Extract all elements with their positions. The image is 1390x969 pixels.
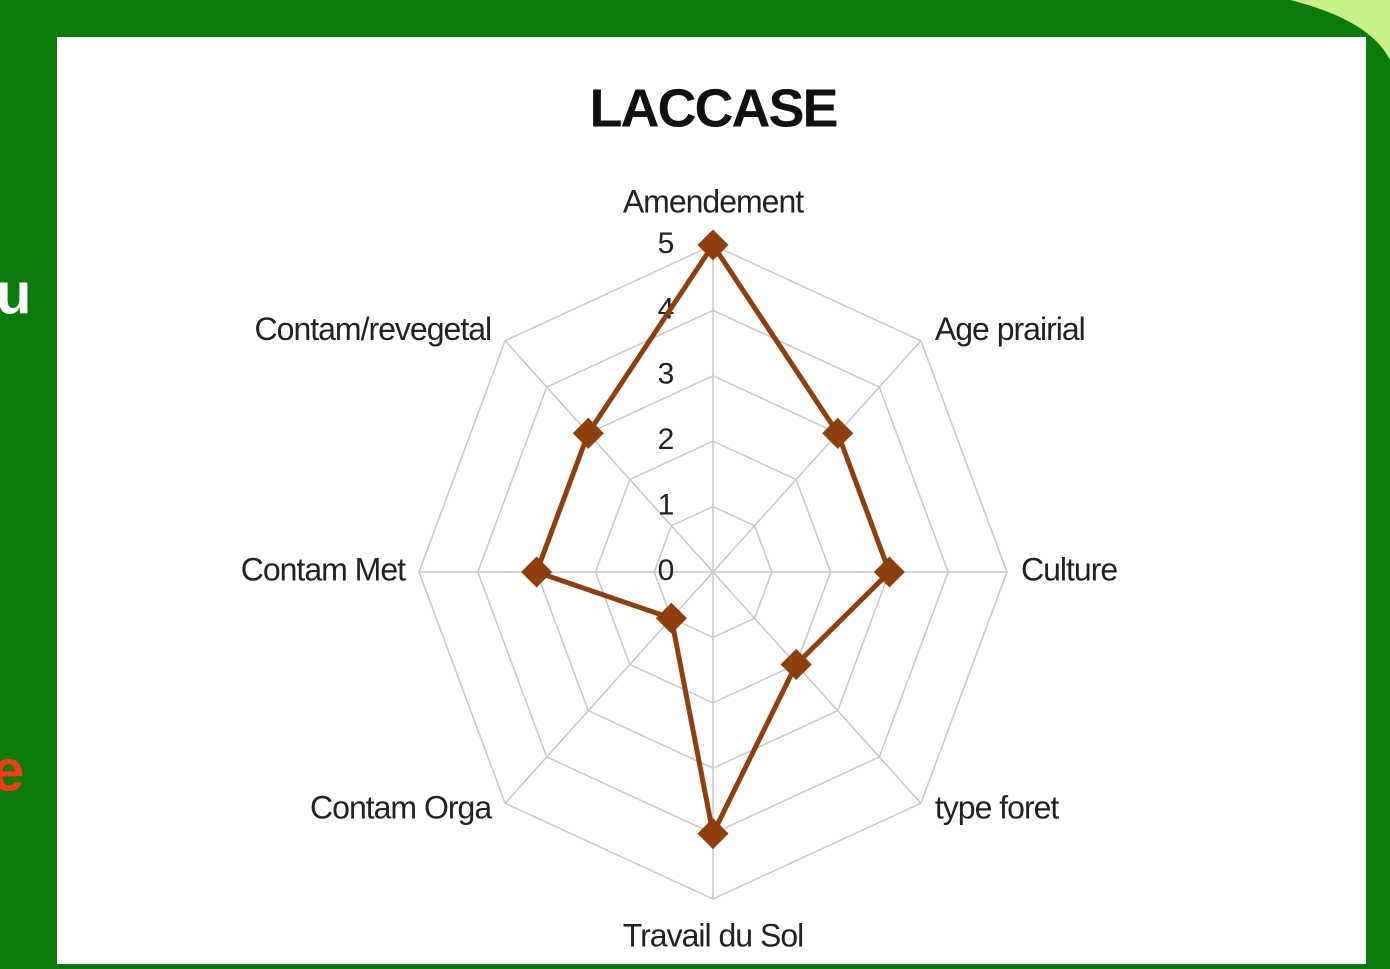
category-label: Amendement	[623, 183, 804, 219]
r-tick-label: 0	[658, 554, 675, 587]
category-label: Contam Met	[241, 551, 406, 587]
category-label: type foret	[935, 790, 1060, 826]
r-tick-label: 2	[658, 423, 675, 456]
spoke	[712, 340, 922, 573]
spoke	[504, 340, 714, 573]
category-label: Contam Orga	[310, 790, 492, 826]
side-fragment: u	[0, 261, 31, 326]
corner-curl	[1290, 0, 1390, 60]
category-label: Contam/revegetal	[255, 311, 492, 347]
category-label: Age prairial	[935, 311, 1085, 347]
r-tick-label: 4	[658, 292, 675, 325]
radar-marker	[822, 417, 854, 449]
r-tick-label: 5	[658, 227, 675, 260]
spoke	[712, 571, 922, 804]
r-tick-label: 1	[658, 489, 675, 522]
category-label: Culture	[1021, 551, 1117, 587]
chart-title: LACCASE	[589, 78, 836, 138]
radar-marker	[572, 417, 604, 449]
side-fragment: e	[0, 738, 24, 803]
r-tick-label: 3	[658, 358, 675, 391]
category-label: Travail du Sol	[623, 917, 803, 953]
